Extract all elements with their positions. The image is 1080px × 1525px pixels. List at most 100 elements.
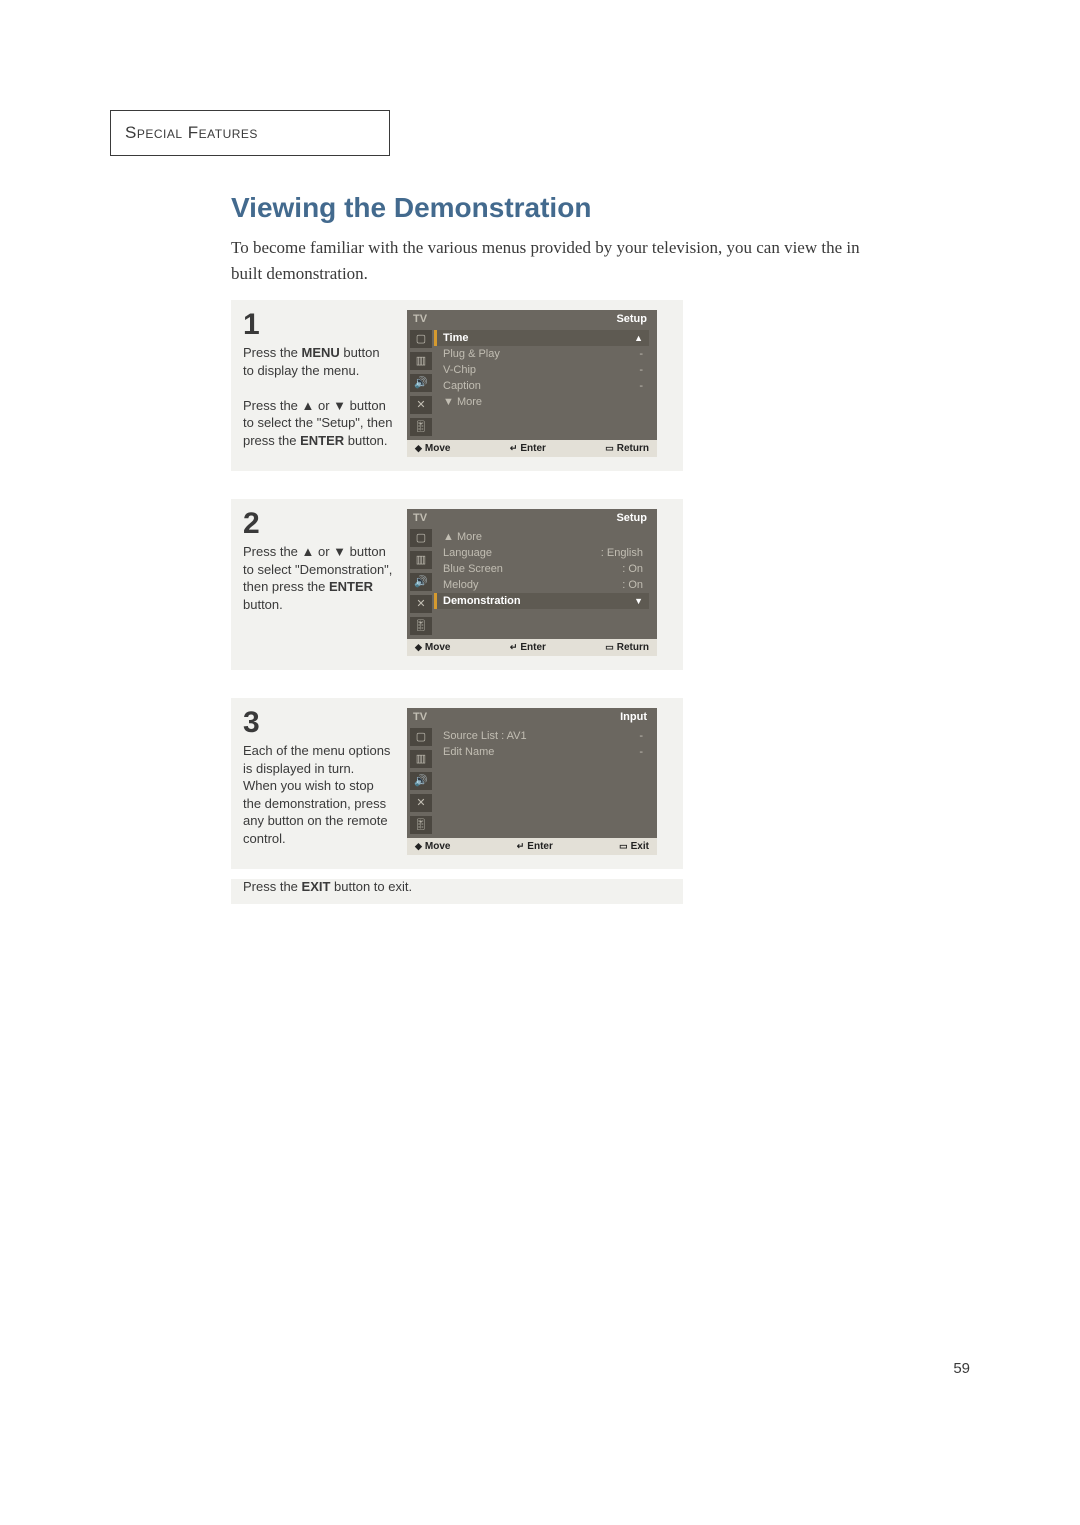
tv-body: ▢▥🔊✕🎚▲ MoreLanguage: EnglishBlue Screen:… xyxy=(407,527,657,639)
step-instruction: Press the ▲ or ▼ button to select "Demon… xyxy=(243,543,393,613)
footer-exit: ▭ Exit xyxy=(619,841,649,852)
step: 2 Press the ▲ or ▼ button to select "Demo… xyxy=(231,499,683,670)
tv-item-label: Demonstration xyxy=(443,595,521,607)
tv-screen: TVSetup▢▥🔊✕🎚Time▲Plug & Play-V-Chip-Capt… xyxy=(407,310,657,457)
tv-item-label: Source List : AV1 xyxy=(443,730,527,742)
tv-sidebar-icon: ✕ xyxy=(410,396,432,414)
tv-header: TV Setup xyxy=(407,310,657,328)
step-instruction: Press the MENU button to display the men… xyxy=(243,344,393,449)
tv-sidebar-icon: 🎚 xyxy=(410,418,432,436)
tv-item-value: : On xyxy=(622,579,643,591)
tv-icon-column: ▢▥🔊✕🎚 xyxy=(407,527,435,639)
step-instruction: Each of the menu options is displayed in… xyxy=(243,742,393,847)
step-text: 3Each of the menu options is displayed i… xyxy=(243,708,393,855)
tv-label: TV xyxy=(413,711,427,723)
move-icon: ◆ xyxy=(415,841,422,852)
tv-menu-title: Input xyxy=(620,711,647,723)
tv-item-value: - xyxy=(639,364,643,376)
tv-item-label: ▲ More xyxy=(443,531,482,543)
tv-item-value: - xyxy=(639,730,643,742)
tv-item-value: - xyxy=(639,380,643,392)
tv-item-label: Edit Name xyxy=(443,746,494,758)
tv-menu-items: Source List : AV1 - Edit Name - xyxy=(435,726,657,838)
footer-move: ◆ Move xyxy=(415,443,450,454)
intro-text: To become familiar with the various menu… xyxy=(231,235,861,286)
move-icon: ◆ xyxy=(415,642,422,653)
move-icon: ◆ xyxy=(415,443,422,454)
tv-osd-screenshot: TVInput▢▥🔊✕🎚Source List : AV1-Edit Name-… xyxy=(407,708,671,855)
footer-enter: ↵ Enter xyxy=(510,443,546,454)
tv-menu-item: Edit Name - xyxy=(437,744,649,760)
tv-label: TV xyxy=(413,313,427,325)
tv-sidebar-icon: ✕ xyxy=(410,794,432,812)
tv-sidebar-icon: ▥ xyxy=(410,750,432,768)
step-text: 2 Press the ▲ or ▼ button to select "Demo… xyxy=(243,509,393,656)
exit-icon: ▭ xyxy=(619,841,628,852)
tv-item-value: : English xyxy=(601,547,643,559)
footer-enter: ↵ Enter xyxy=(517,841,553,852)
tv-item-label: Melody xyxy=(443,579,478,591)
tv-item-value: - xyxy=(639,348,643,360)
tv-item-label: ▼ More xyxy=(443,396,482,408)
section-label-box: Special Features xyxy=(110,110,390,156)
tv-menu-item: Melody : On xyxy=(437,577,649,593)
section-label: Special Features xyxy=(125,123,258,142)
tv-body: ▢▥🔊✕🎚Time▲Plug & Play-V-Chip-Caption-▼ M… xyxy=(407,328,657,440)
tv-sidebar-icon: 🎚 xyxy=(410,617,432,635)
tv-label: TV xyxy=(413,512,427,524)
enter-icon: ↵ xyxy=(510,443,518,454)
tv-item-value: : On xyxy=(622,563,643,575)
tv-icon-column: ▢▥🔊✕🎚 xyxy=(407,328,435,440)
tv-item-label: Time xyxy=(443,332,468,344)
tv-osd-screenshot: TVSetup▢▥🔊✕🎚▲ MoreLanguage: EnglishBlue … xyxy=(407,509,671,656)
tv-menu-item: ▼ More xyxy=(437,394,649,410)
footer-enter: ↵ Enter xyxy=(510,642,546,653)
tv-menu-items: ▲ MoreLanguage: EnglishBlue Screen: OnMe… xyxy=(435,527,657,639)
tv-footer: ◆ Move ↵ Enter ▭ Return xyxy=(407,440,657,457)
tv-footer: ◆ Move↵ Enter▭ Return xyxy=(407,639,657,656)
tv-item-value: ▼ xyxy=(634,595,643,607)
enter-icon: ↵ xyxy=(510,642,518,653)
tv-item-value: ▲ xyxy=(634,332,643,344)
page-number: 59 xyxy=(953,1360,970,1377)
tv-sidebar-icon: 🎚 xyxy=(410,816,432,834)
tv-screen: TVSetup▢▥🔊✕🎚▲ MoreLanguage: EnglishBlue … xyxy=(407,509,657,656)
tv-menu-item-selected: Demonstration ▼ xyxy=(434,593,649,609)
tv-header: TV Input xyxy=(407,708,657,726)
tv-menu-item: ▲ More xyxy=(437,529,649,545)
caret-up-icon: ▲ xyxy=(634,333,643,343)
page-title: Viewing the Demonstration xyxy=(231,192,591,224)
footer-move: ◆ Move xyxy=(415,841,450,852)
tv-screen: TVInput▢▥🔊✕🎚Source List : AV1-Edit Name-… xyxy=(407,708,657,855)
tv-menu-items: Time▲Plug & Play-V-Chip-Caption-▼ More xyxy=(435,328,657,440)
tv-header: TVSetup xyxy=(407,509,657,527)
tv-menu-title: Setup xyxy=(616,313,647,325)
step: 1 Press the MENU button to display the me… xyxy=(231,300,683,471)
tv-menu-item: V-Chip- xyxy=(437,362,649,378)
tv-menu-item: Blue Screen : On xyxy=(437,561,649,577)
tv-sidebar-icon: ✕ xyxy=(410,595,432,613)
tv-sidebar-icon: ▢ xyxy=(410,330,432,348)
tv-item-label: Blue Screen xyxy=(443,563,503,575)
tv-icon-column: ▢▥🔊✕🎚 xyxy=(407,726,435,838)
tv-body: ▢▥🔊✕🎚Source List : AV1-Edit Name- xyxy=(407,726,657,838)
tv-item-label: Caption xyxy=(443,380,481,392)
step-text: 1 Press the MENU button to display the me… xyxy=(243,310,393,457)
step: 3Each of the menu options is displayed i… xyxy=(231,698,683,869)
tv-sidebar-icon: 🔊 xyxy=(410,573,432,591)
footer-return: ▭ Return xyxy=(605,642,649,653)
tv-item-label: Language xyxy=(443,547,492,559)
tv-menu-item: Source List : AV1 - xyxy=(437,728,649,744)
step-number: 2 xyxy=(243,509,393,539)
tv-sidebar-icon: ▥ xyxy=(410,551,432,569)
tv-sidebar-icon: ▥ xyxy=(410,352,432,370)
step-number: 1 xyxy=(243,310,393,340)
tv-item-value: - xyxy=(639,746,643,758)
tv-menu-item: Plug & Play - xyxy=(437,346,649,362)
footer-return: ▭ Return xyxy=(605,443,649,454)
return-icon: ▭ xyxy=(605,443,614,454)
exit-note: Press the EXIT button to exit. xyxy=(231,879,683,904)
steps-container: 1 Press the MENU button to display the me… xyxy=(231,300,683,918)
tv-item-label: Plug & Play xyxy=(443,348,500,360)
tv-menu-item: Language : English xyxy=(437,545,649,561)
